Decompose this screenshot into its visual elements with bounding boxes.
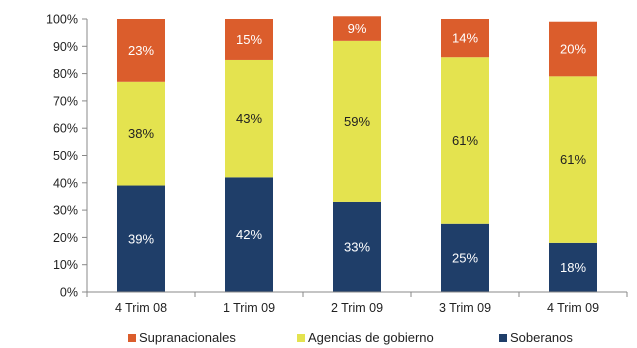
bar-segment [333, 201, 381, 292]
legend-label: Soberanos [510, 330, 573, 345]
y-tick-label: 100% [46, 13, 78, 27]
bar-segment [549, 76, 597, 243]
data-label: 38% [128, 126, 154, 141]
data-label: 39% [128, 231, 154, 246]
x-tick-label: 3 Trim 09 [439, 301, 491, 315]
legend-label: Supranacionales [139, 330, 236, 345]
data-label: 59% [344, 114, 370, 129]
y-tick-label: 20% [53, 231, 78, 245]
bar-segment [117, 81, 165, 186]
y-tick-label: 0% [60, 286, 78, 300]
data-label: 9% [348, 21, 367, 36]
y-tick-label: 90% [53, 40, 78, 54]
y-tick-label: 80% [53, 67, 78, 81]
bar-segment [117, 19, 165, 82]
data-label: 42% [236, 227, 262, 242]
bar-segment [225, 177, 273, 292]
legend-swatch [297, 334, 305, 342]
bar-segment [441, 19, 489, 58]
data-label: 43% [236, 111, 262, 126]
bars-layer [117, 16, 597, 292]
bar-segment [441, 223, 489, 292]
data-label: 23% [128, 43, 154, 58]
bar-segment [549, 21, 597, 77]
data-labels-layer: 39% 38% 23% 42% 43% 15% 33% 59% 9% 25% 61% 14% 18% 61… [128, 21, 586, 275]
bar-segment [549, 242, 597, 292]
x-tick-label: 2 Trim 09 [331, 301, 383, 315]
legend-swatch [499, 334, 507, 342]
bar-segment [225, 59, 273, 178]
legend-swatch [128, 334, 136, 342]
data-label: 33% [344, 239, 370, 254]
y-tick-label: 40% [53, 176, 78, 190]
x-tick-label: 4 Trim 09 [547, 301, 599, 315]
data-label: 61% [452, 133, 478, 148]
bar-segment [117, 185, 165, 292]
data-label: 14% [452, 31, 478, 46]
data-label: 18% [560, 260, 586, 275]
bar-segment [225, 19, 273, 60]
y-tick-label: 10% [53, 258, 78, 272]
data-label: 15% [236, 32, 262, 47]
y-tick-label: 70% [53, 94, 78, 108]
bar-segment [333, 40, 381, 202]
data-label: 20% [560, 42, 586, 57]
bar-segment [441, 57, 489, 224]
data-label: 25% [452, 250, 478, 265]
bar-segment [333, 16, 381, 41]
y-tick-label: 50% [53, 149, 78, 163]
x-tick-label: 4 Trim 08 [115, 301, 167, 315]
data-label: 61% [560, 152, 586, 167]
x-tick-label: 1 Trim 09 [223, 301, 275, 315]
y-tick-label: 30% [53, 204, 78, 218]
y-axis: 0% 10% 20% 30% 40% 50% 60% 70% 80% 90% 100% [46, 13, 88, 300]
x-axis: 4 Trim 08 1 Trim 09 2 Trim 09 3 Trim 09 4 Tr… [86, 291, 628, 315]
y-tick-label: 60% [53, 122, 78, 136]
legend: Supranacionales Agencias de gobierno Sober… [128, 330, 573, 345]
legend-label: Agencias de gobierno [308, 330, 434, 345]
